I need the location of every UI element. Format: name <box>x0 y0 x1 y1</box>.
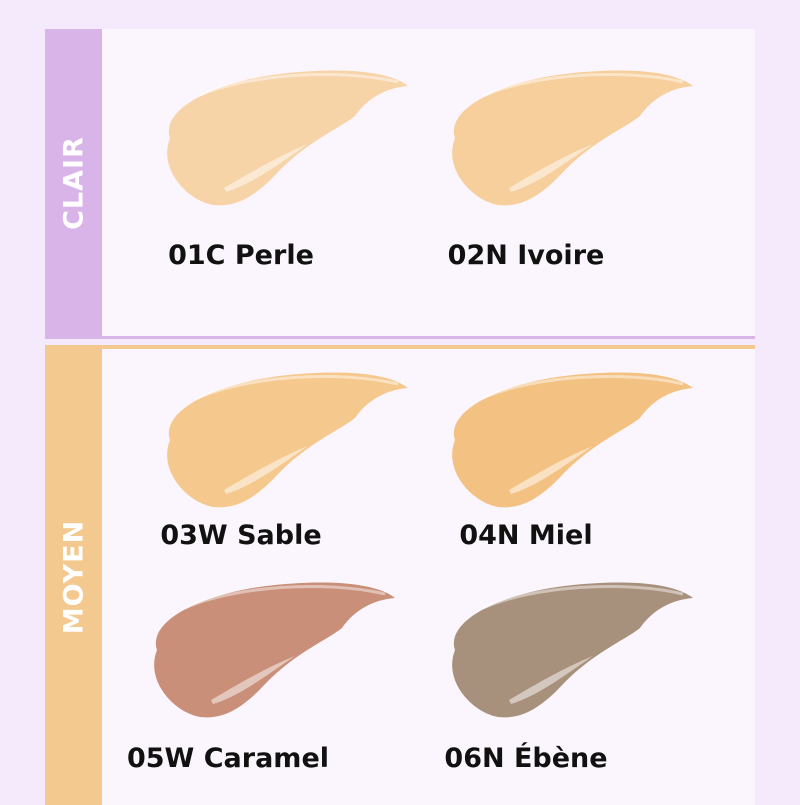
shade-swatch <box>158 66 408 211</box>
shade-swatch <box>145 578 395 723</box>
group-label: MOYEN <box>58 519 89 635</box>
group-sidebar-clair: CLAIR <box>45 29 102 336</box>
shade-swatch <box>443 66 693 211</box>
swatch-shape <box>452 70 693 206</box>
shade-label: 01C Perle <box>168 240 314 271</box>
swatch-shape <box>154 582 395 718</box>
swatch-shape <box>167 372 408 508</box>
shade-swatch <box>158 368 408 513</box>
shade-swatch <box>443 368 693 513</box>
swatch-shape <box>452 372 693 508</box>
swatch-shape <box>167 70 408 206</box>
group-panel-moyen: MOYEN <box>45 345 755 805</box>
shade-label: 03W Sable <box>160 520 322 551</box>
shade-label: 06N Ébène <box>444 743 608 774</box>
group-sidebar-moyen: MOYEN <box>45 349 102 805</box>
shade-label: 04N Miel <box>459 520 593 551</box>
group-label: CLAIR <box>58 135 89 230</box>
shade-label: 05W Caramel <box>126 743 330 774</box>
shade-label: 02N Ivoire <box>447 240 605 271</box>
shade-swatch <box>443 578 693 723</box>
swatch-shape <box>452 582 693 718</box>
